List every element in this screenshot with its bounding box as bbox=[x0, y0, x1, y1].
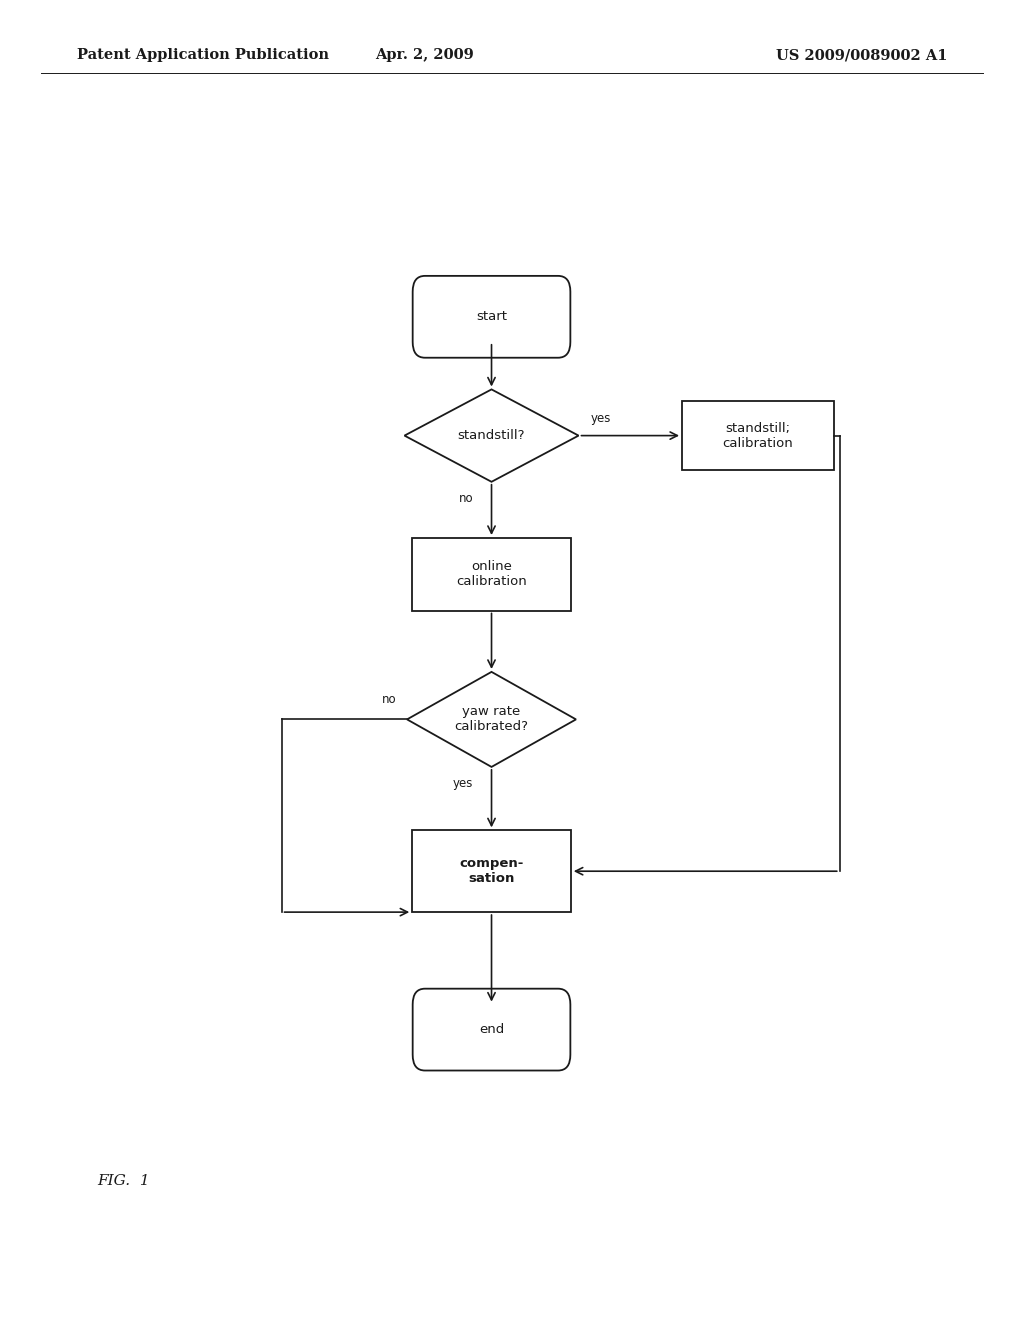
FancyBboxPatch shape bbox=[413, 989, 570, 1071]
Text: Apr. 2, 2009: Apr. 2, 2009 bbox=[376, 49, 474, 62]
Text: standstill;
calibration: standstill; calibration bbox=[722, 421, 794, 450]
Polygon shape bbox=[407, 672, 575, 767]
Text: FIG.  1: FIG. 1 bbox=[97, 1173, 150, 1188]
Text: start: start bbox=[476, 310, 507, 323]
Text: no: no bbox=[459, 492, 473, 506]
Text: standstill?: standstill? bbox=[458, 429, 525, 442]
Text: yes: yes bbox=[453, 777, 473, 791]
FancyBboxPatch shape bbox=[413, 276, 570, 358]
Text: Patent Application Publication: Patent Application Publication bbox=[77, 49, 329, 62]
Text: US 2009/0089002 A1: US 2009/0089002 A1 bbox=[776, 49, 947, 62]
Text: compen-
sation: compen- sation bbox=[460, 857, 523, 886]
Bar bbox=[412, 830, 571, 912]
Bar bbox=[682, 401, 834, 470]
Polygon shape bbox=[404, 389, 579, 482]
Text: yes: yes bbox=[591, 412, 611, 425]
Text: yaw rate
calibrated?: yaw rate calibrated? bbox=[455, 705, 528, 734]
Text: no: no bbox=[382, 693, 396, 706]
Text: online
calibration: online calibration bbox=[456, 560, 527, 589]
Bar bbox=[412, 539, 571, 610]
Text: end: end bbox=[479, 1023, 504, 1036]
